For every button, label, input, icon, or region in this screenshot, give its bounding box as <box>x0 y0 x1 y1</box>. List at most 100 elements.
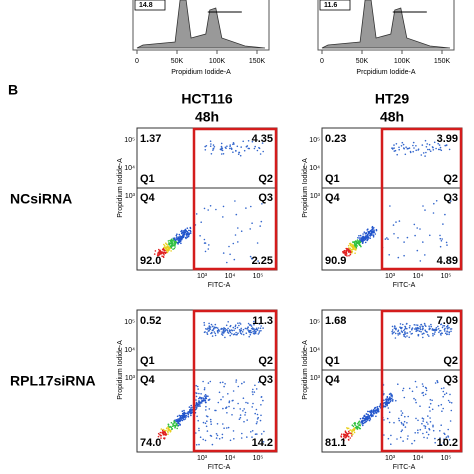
dot <box>439 329 442 332</box>
dot <box>204 394 207 396</box>
dot <box>221 436 224 439</box>
dot <box>213 327 215 330</box>
dot <box>243 381 245 383</box>
dot <box>165 251 168 254</box>
q-label: Q3 <box>258 192 273 204</box>
dot <box>186 236 188 239</box>
dot <box>433 333 436 335</box>
dot <box>237 153 240 155</box>
dot <box>153 253 156 255</box>
dot <box>412 141 415 144</box>
dot <box>413 324 416 326</box>
dot <box>159 253 162 255</box>
dot <box>245 401 247 404</box>
dot <box>388 421 391 424</box>
dot <box>367 417 370 420</box>
x-tick-label: 10³ <box>385 273 396 280</box>
dot <box>428 327 431 330</box>
dot <box>447 399 450 402</box>
dot <box>430 325 433 328</box>
dot <box>427 148 429 151</box>
dot <box>177 239 180 242</box>
dot <box>431 399 433 402</box>
dot <box>422 152 425 154</box>
dot <box>354 240 357 242</box>
dot <box>431 146 434 148</box>
y-tick-label: 10³ <box>125 193 136 200</box>
dot <box>232 142 235 144</box>
dot <box>397 383 399 386</box>
dot <box>448 438 451 441</box>
dot <box>206 333 209 336</box>
dot <box>370 414 373 416</box>
dot <box>439 237 442 240</box>
dot <box>434 437 436 440</box>
dot <box>446 327 449 330</box>
dot <box>400 430 403 433</box>
dot <box>204 422 207 425</box>
dot <box>403 329 405 332</box>
dot <box>235 334 237 336</box>
dot <box>228 245 230 248</box>
dot <box>198 392 200 395</box>
dot <box>179 418 181 421</box>
dot <box>426 421 428 424</box>
dot <box>371 230 373 233</box>
dot <box>356 428 359 430</box>
dot <box>397 332 399 335</box>
dot <box>158 251 160 254</box>
dot <box>225 407 227 409</box>
dot <box>223 327 225 329</box>
dot <box>157 432 160 435</box>
dot <box>260 396 263 398</box>
dot <box>178 238 180 241</box>
dot <box>433 202 435 205</box>
dot <box>395 399 397 402</box>
dot <box>372 236 375 238</box>
dot <box>421 422 423 425</box>
dot <box>251 391 254 393</box>
dot <box>398 220 401 222</box>
dot <box>391 333 394 335</box>
dot <box>172 242 174 244</box>
dot <box>228 405 230 408</box>
dot-cloud <box>340 322 453 446</box>
dot <box>252 402 254 405</box>
dot <box>450 402 453 404</box>
dot <box>190 404 192 407</box>
dot <box>203 324 206 326</box>
dot <box>256 413 259 416</box>
dot <box>229 325 231 328</box>
dot <box>222 407 224 410</box>
dot <box>166 248 168 251</box>
dot <box>200 221 202 223</box>
dot <box>434 382 437 384</box>
dot <box>187 413 190 416</box>
dot <box>262 150 265 153</box>
dot <box>205 397 208 400</box>
dot <box>222 252 225 254</box>
dot <box>229 145 231 148</box>
dot <box>177 421 180 424</box>
dot <box>190 412 193 415</box>
dot <box>391 148 394 150</box>
dot <box>445 436 448 439</box>
dot <box>163 243 165 246</box>
dot <box>197 405 200 407</box>
dot <box>420 323 422 326</box>
dot <box>428 406 431 409</box>
dot <box>261 441 263 443</box>
dot <box>401 412 404 414</box>
dot-cloud <box>153 140 265 264</box>
y-tick-label: 10⁵ <box>309 137 320 144</box>
dot <box>228 329 231 331</box>
highlight-box <box>192 309 278 453</box>
dot <box>255 328 257 331</box>
dot <box>242 328 245 331</box>
dot <box>426 437 429 439</box>
dot <box>404 336 407 338</box>
dot <box>394 332 397 335</box>
dot <box>444 433 446 436</box>
q2-value: 3.99 <box>437 133 458 145</box>
y-tick-label: 10³ <box>310 375 321 382</box>
